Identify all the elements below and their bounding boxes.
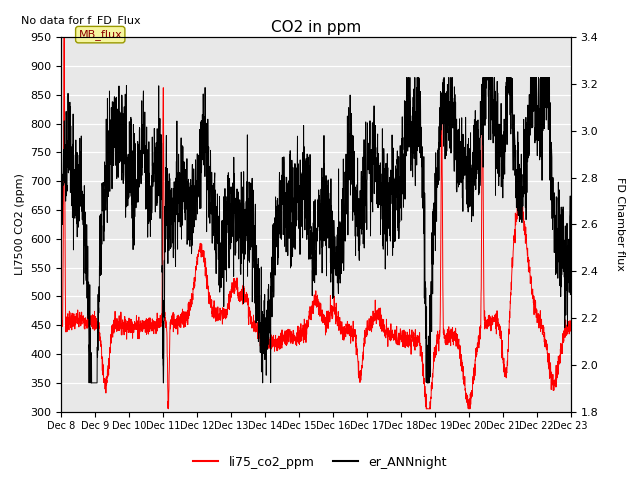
Title: CO2 in ppm: CO2 in ppm xyxy=(271,20,361,35)
Y-axis label: LI7500 CO2 (ppm): LI7500 CO2 (ppm) xyxy=(15,173,25,276)
Text: MB_flux: MB_flux xyxy=(78,29,122,40)
Y-axis label: FD Chamber flux: FD Chamber flux xyxy=(615,178,625,271)
Text: No data for f_FD_Flux: No data for f_FD_Flux xyxy=(20,15,140,25)
Legend: li75_co2_ppm, er_ANNnight: li75_co2_ppm, er_ANNnight xyxy=(188,451,452,474)
